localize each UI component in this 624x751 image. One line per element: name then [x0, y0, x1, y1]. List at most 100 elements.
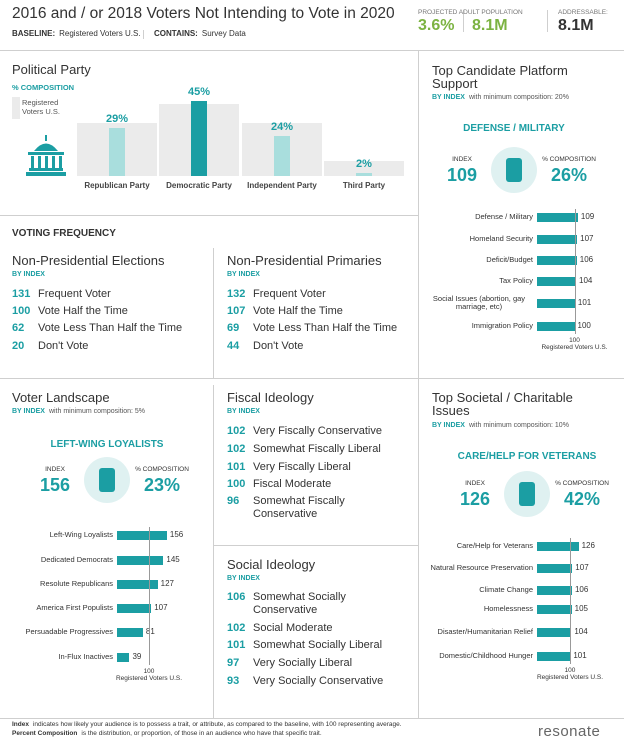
bar-label: Homelessness: [483, 604, 533, 614]
highlight-icon: [506, 158, 522, 182]
group-subtitle: BY INDEX: [227, 271, 260, 278]
baseline-line: BASELINE: Registered Voters U.S.: [12, 29, 141, 38]
bar-value: 105: [574, 604, 588, 613]
bar: [117, 652, 130, 662]
baseline-bar: [324, 160, 404, 176]
bar-value: 107: [580, 234, 594, 243]
bar: [537, 627, 572, 637]
item-label: Fiscal Moderate: [253, 478, 332, 490]
item-label: Vote Half the Time: [38, 305, 128, 317]
bar-label: Tax Policy: [499, 276, 533, 286]
bar-value: 104: [579, 276, 593, 285]
bar-value: 107: [154, 603, 168, 612]
divider: [213, 248, 214, 378]
bar: [109, 127, 125, 176]
bar-value: 101: [573, 651, 587, 660]
section-title: Top Societal / Charitable Issues: [432, 390, 573, 418]
bar-value: 39: [132, 652, 142, 661]
section-title: Political Party: [12, 62, 91, 77]
reference-tick: 100: [143, 668, 155, 675]
item-label: Frequent Voter: [253, 288, 326, 300]
reference-tick: 100: [569, 337, 580, 344]
index-value: 107: [227, 305, 246, 317]
bar: [117, 603, 152, 613]
footer-line: Index indicates how likely your audience …: [12, 721, 402, 728]
section-title: Fiscal Ideology: [227, 390, 314, 405]
bar-value: 101: [577, 298, 592, 307]
reference-line: [570, 538, 571, 664]
divider: [418, 50, 419, 718]
index-value: 102: [227, 425, 246, 437]
divider: [0, 50, 624, 51]
group-title: Non-Presidential Elections: [12, 253, 165, 268]
subtitle-text: with minimum composition: 5%: [48, 408, 146, 415]
section-title: VOTING FREQUENCY: [12, 228, 116, 239]
bar: [537, 255, 577, 265]
addressable-value: 8.1M: [558, 17, 594, 34]
index-value: 100: [227, 478, 246, 490]
divider: [213, 385, 214, 718]
index-value: 102: [227, 443, 246, 455]
footer-text: is the distribution, or proportion, of t…: [81, 730, 322, 737]
composition-label: % COMPOSITION: [555, 480, 609, 487]
index-value: 20: [12, 340, 25, 352]
bar-label: Persuadable Progressives: [25, 627, 113, 637]
index-value: 62: [12, 322, 25, 334]
index-value: 100: [12, 305, 31, 317]
highlight-icon: [99, 468, 115, 492]
reference-tick: 100: [564, 667, 576, 674]
reference-line: [574, 209, 576, 334]
reference-label: Registered Voters U.S.: [536, 674, 604, 681]
bar-value: 106: [579, 255, 594, 264]
item-label: Very Socially Liberal: [253, 657, 353, 669]
divider: [0, 378, 624, 379]
composition-value: 23%: [143, 475, 181, 495]
section-subtitle: BY INDEX with minimum composition: 5%: [12, 408, 145, 416]
section-subtitle: BY INDEX: [227, 575, 260, 582]
bar: [117, 530, 167, 540]
page-title: 2016 and / or 2018 Voters Not Intending …: [12, 5, 395, 22]
bar: [537, 604, 572, 614]
index-value: 69: [227, 322, 240, 334]
subtitle-text: with minimum composition: 20%: [468, 94, 569, 101]
bar: [537, 234, 578, 244]
item-label: Somewhat Socially Liberal: [253, 639, 383, 651]
bar-label: Care/Help for Veterans: [456, 541, 533, 551]
bar-label: In-Flux Inactives: [58, 652, 113, 662]
section-subtitle: BY INDEX: [227, 408, 260, 415]
addressable-label: ADDRESSABLE:: [558, 9, 608, 16]
contains-label: CONTAINS:: [154, 29, 198, 38]
bar-value: 81: [145, 627, 155, 636]
bar: [117, 555, 164, 565]
section-subtitle: % COMPOSITION: [12, 83, 75, 92]
bar: [537, 651, 571, 661]
bar-label: Climate Change: [479, 585, 533, 595]
item-label: Very Fiscally Liberal: [253, 461, 351, 473]
projected-count: 8.1M: [472, 17, 508, 34]
bar-label: America First Populists: [36, 603, 113, 613]
index-value: 93: [227, 675, 240, 687]
bar-label: Domestic/Childhood Hunger: [439, 651, 533, 661]
item-label: Don't Vote: [253, 340, 304, 352]
bar-label: Disaster/Humanitarian Relief: [437, 627, 533, 637]
value-label: 2%: [356, 157, 372, 170]
bar: [191, 100, 207, 176]
divider: [0, 718, 624, 719]
bar-value: 107: [575, 563, 589, 572]
section-title: Social Ideology: [227, 557, 316, 572]
divider: [463, 10, 464, 32]
divider: [547, 10, 548, 32]
item-label: Very Socially Conservative: [253, 675, 384, 687]
bar-label: Resolute Republicans: [40, 579, 113, 589]
projected-label: PROJECTED ADULT POPULATION: [418, 9, 523, 16]
bar-label: Homeland Security: [469, 234, 533, 244]
section-title: Voter Landscape: [12, 390, 110, 405]
bar-label: Social Issues (abortion, gay marriage, e…: [432, 294, 526, 311]
category-label: Democratic Party: [166, 181, 232, 190]
footer-term: Percent Composition: [12, 730, 78, 737]
legend-swatch: [12, 97, 20, 119]
item-label: Somewhat Fiscally Liberal: [253, 443, 381, 455]
divider: [213, 545, 418, 546]
index-value: 96: [227, 495, 240, 507]
index-value: 156: [39, 475, 71, 495]
